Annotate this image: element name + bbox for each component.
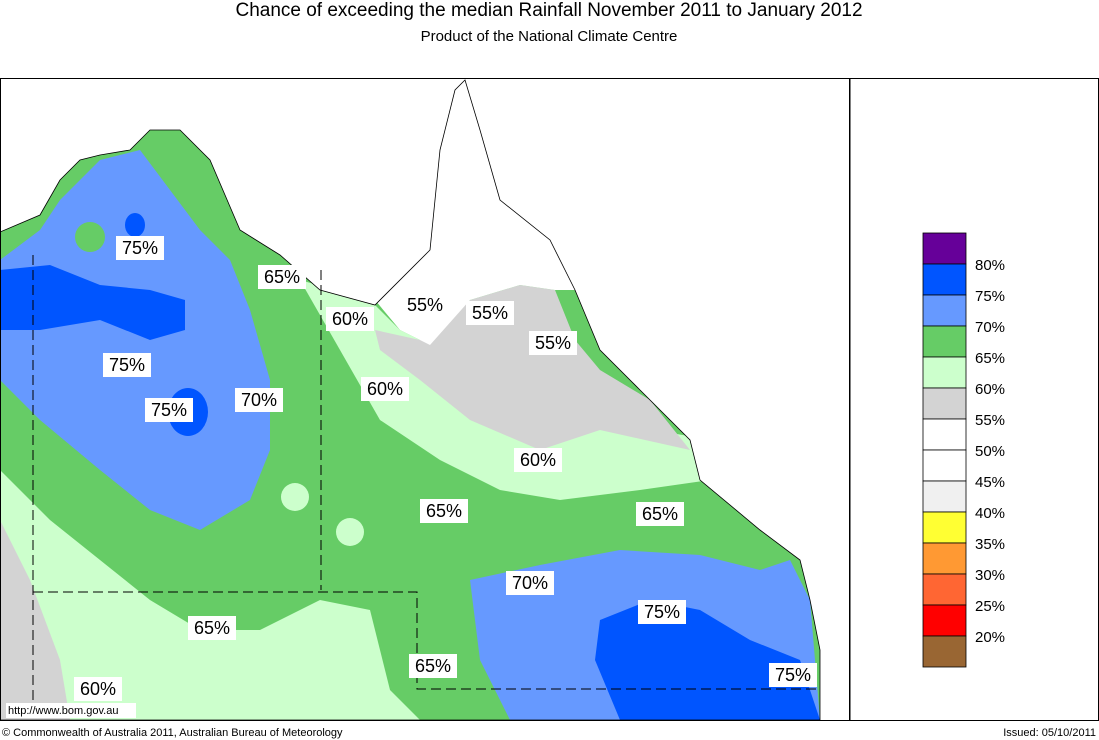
label-box	[466, 301, 514, 325]
legend-label: 80%	[975, 257, 1005, 274]
label-box	[116, 236, 164, 260]
label-box	[401, 293, 449, 317]
legend-swatch	[922, 449, 967, 482]
map-label: 70%	[241, 390, 277, 410]
legend-label: 70%	[975, 319, 1005, 336]
map-label: 55%	[407, 295, 443, 315]
map-label: 55%	[535, 333, 571, 353]
map-label: 75%	[109, 355, 145, 375]
label-box	[145, 398, 193, 422]
label-box	[235, 388, 283, 412]
copyright: © Commonwealth of Australia 2011, Austra…	[2, 727, 343, 739]
legend-label: 25%	[975, 598, 1005, 615]
map-label: 65%	[264, 267, 300, 287]
legend-swatch	[922, 573, 967, 606]
map-label: 65%	[426, 501, 462, 521]
legend-label: 65%	[975, 350, 1005, 367]
map-label: 60%	[520, 450, 556, 470]
label-box	[188, 616, 236, 640]
subtitle: Product of the National Climate Centre	[421, 28, 678, 45]
label-box	[74, 677, 122, 701]
map-label: 70%	[512, 573, 548, 593]
map-label: 65%	[194, 618, 230, 638]
legend-swatch	[922, 542, 967, 575]
legend-label: 55%	[975, 412, 1005, 429]
legend-label: 50%	[975, 443, 1005, 460]
legend-swatch	[922, 232, 967, 265]
legend-label: 40%	[975, 505, 1005, 522]
map-label: 60%	[367, 379, 403, 399]
label-box	[326, 307, 374, 331]
legend-swatch	[922, 387, 967, 420]
legend-label: 60%	[975, 381, 1005, 398]
legend-label: 75%	[975, 288, 1005, 305]
legend-frame	[849, 78, 1099, 721]
legend-swatch	[922, 325, 967, 358]
label-box	[529, 331, 577, 355]
map-label: 60%	[332, 309, 368, 329]
label-box	[103, 353, 151, 377]
legend-swatch	[922, 480, 967, 513]
legend-swatch	[922, 635, 967, 668]
label-box	[769, 663, 817, 687]
map-label: 65%	[642, 504, 678, 524]
legend-swatch	[922, 604, 967, 637]
label-box	[409, 654, 457, 678]
label-box	[514, 448, 562, 472]
map-label: 75%	[151, 400, 187, 420]
legend-label: 20%	[975, 629, 1005, 646]
legend-swatch	[922, 263, 967, 296]
label-box	[638, 600, 686, 624]
label-box	[636, 502, 684, 526]
map-label: 55%	[472, 303, 508, 323]
label-box	[258, 265, 306, 289]
legend-label: 30%	[975, 567, 1005, 584]
label-box	[420, 499, 468, 523]
label-box	[361, 377, 409, 401]
legend-swatch	[922, 418, 967, 451]
map-label: 65%	[415, 656, 451, 676]
issued: Issued: 05/10/2011	[1003, 727, 1096, 739]
legend-label: 45%	[975, 474, 1005, 491]
label-box	[506, 571, 554, 595]
legend-swatch	[922, 511, 967, 544]
map-label: 75%	[775, 665, 811, 685]
legend-label: 35%	[975, 536, 1005, 553]
map-label: 75%	[122, 238, 158, 258]
map-label: 60%	[80, 679, 116, 699]
legend-swatch	[922, 294, 967, 327]
map-regions	[0, 80, 820, 720]
map-label: 75%	[644, 602, 680, 622]
state-borders	[32, 255, 820, 720]
legend-swatch	[922, 356, 967, 389]
title: Chance of exceeding the median Rainfall …	[235, 0, 862, 21]
url: http://www.bom.gov.au	[8, 705, 118, 717]
